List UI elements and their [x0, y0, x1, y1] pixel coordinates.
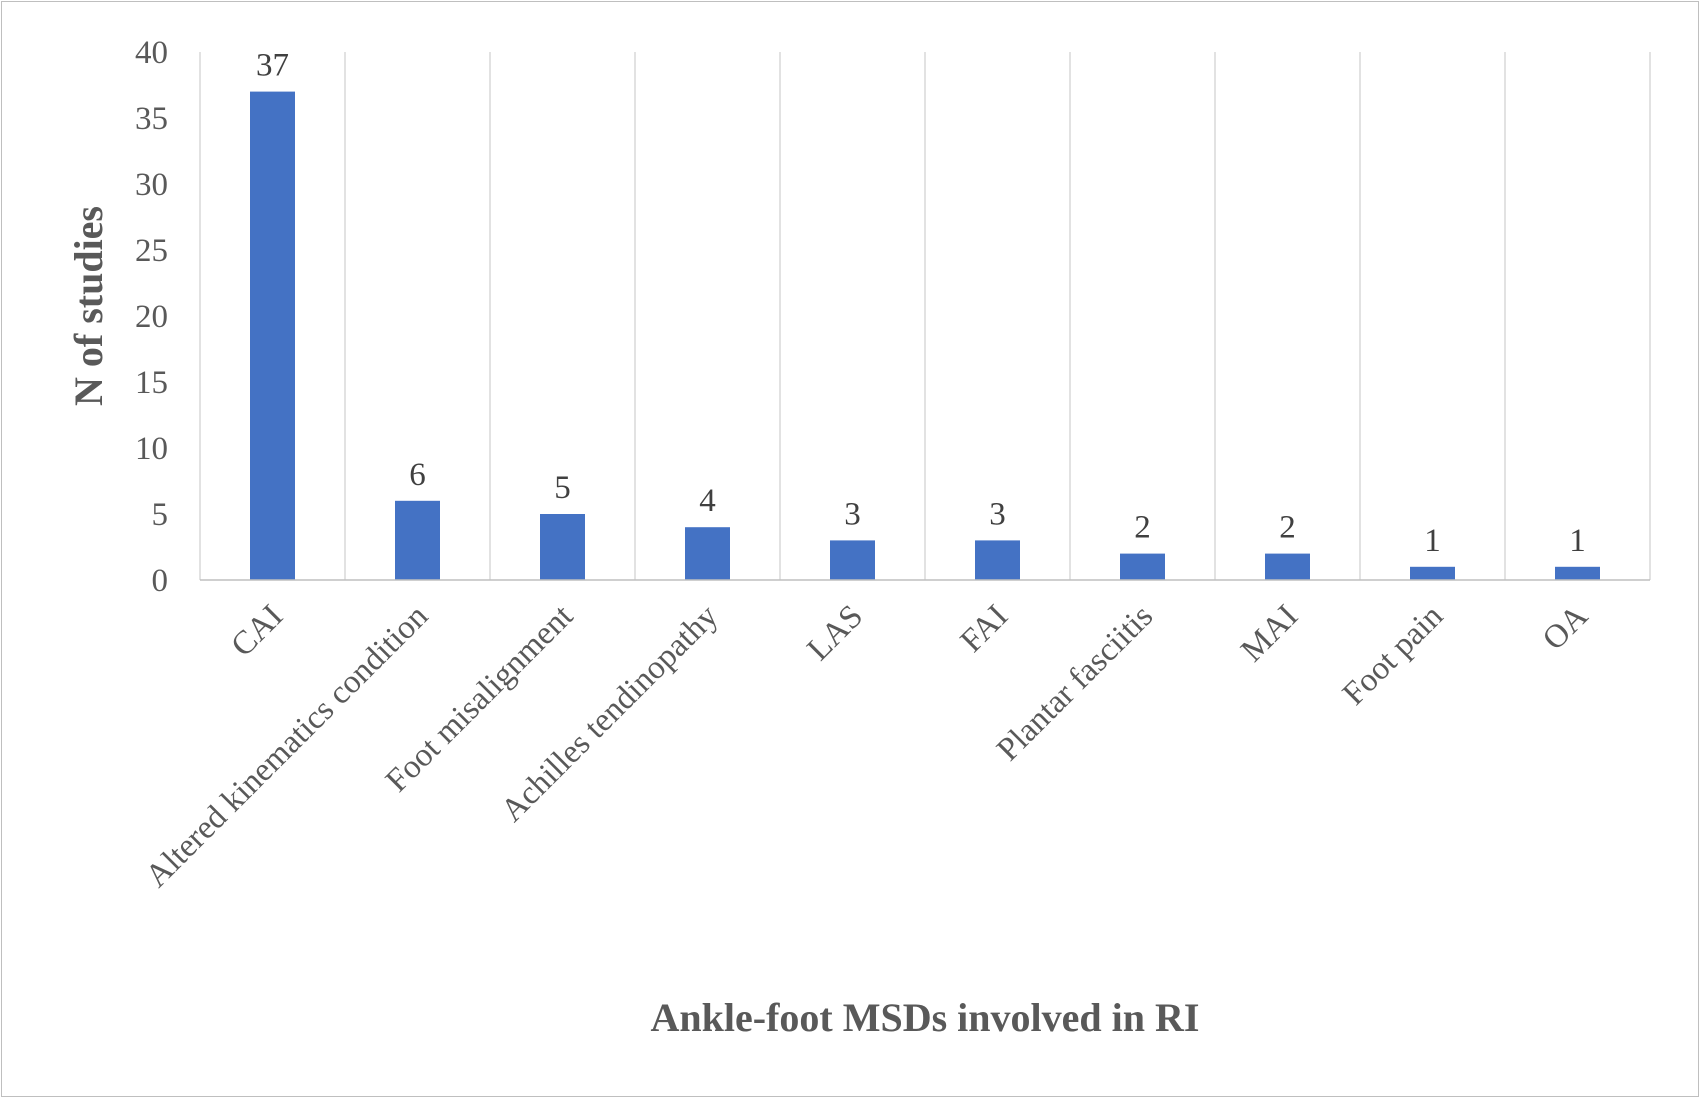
x-tick-label: MAI	[1234, 598, 1305, 669]
bar-5	[975, 540, 1020, 580]
y-tick-label: 0	[152, 563, 169, 599]
y-tick-label: 5	[152, 497, 169, 533]
x-axis-title: Ankle-foot MSDs involved in RI	[651, 995, 1200, 1040]
bar-2	[540, 514, 585, 580]
data-label: 5	[554, 470, 571, 506]
bar-4	[830, 540, 875, 580]
y-axis-ticks: 0 5 10 15 20 25 30 35 40	[135, 35, 168, 599]
data-label: 6	[409, 457, 426, 493]
vertical-gridlines	[199, 52, 1651, 580]
x-tick-label: Foot pain	[1336, 598, 1450, 712]
y-tick-label: 25	[135, 233, 168, 269]
x-tick-label: Plantar fasciitis	[990, 598, 1160, 768]
data-label: 3	[989, 496, 1006, 532]
x-tick-label: Altered kinematics condition	[139, 598, 435, 894]
y-tick-label: 30	[135, 167, 168, 203]
y-tick-label: 20	[135, 299, 168, 335]
x-tick-label: CAI	[225, 598, 291, 664]
y-tick-label: 35	[135, 101, 168, 137]
data-label: 1	[1424, 523, 1441, 559]
bar-8	[1410, 566, 1455, 580]
bar-7	[1265, 553, 1310, 580]
data-label: 4	[699, 483, 716, 519]
bar-6	[1120, 553, 1165, 580]
x-tick-label: FAI	[954, 598, 1015, 659]
y-tick-label: 15	[135, 365, 168, 401]
bar-3	[685, 527, 730, 580]
bar-0	[250, 91, 295, 580]
bars	[250, 91, 1600, 580]
data-label: 37	[256, 48, 289, 84]
y-tick-label: 40	[135, 35, 168, 71]
data-label: 2	[1279, 510, 1296, 546]
y-tick-label: 10	[135, 431, 168, 467]
bar-1	[395, 500, 440, 580]
y-axis-title: N of studies	[66, 206, 111, 406]
x-tick-label: LAS	[801, 598, 871, 668]
bar-9	[1555, 566, 1600, 580]
x-tick-label: OA	[1536, 598, 1595, 657]
data-label: 1	[1569, 523, 1586, 559]
data-labels: 37 6 5 4 3 3 2 2 1 1	[256, 48, 1586, 559]
data-label: 2	[1134, 510, 1151, 546]
data-label: 3	[844, 496, 861, 532]
